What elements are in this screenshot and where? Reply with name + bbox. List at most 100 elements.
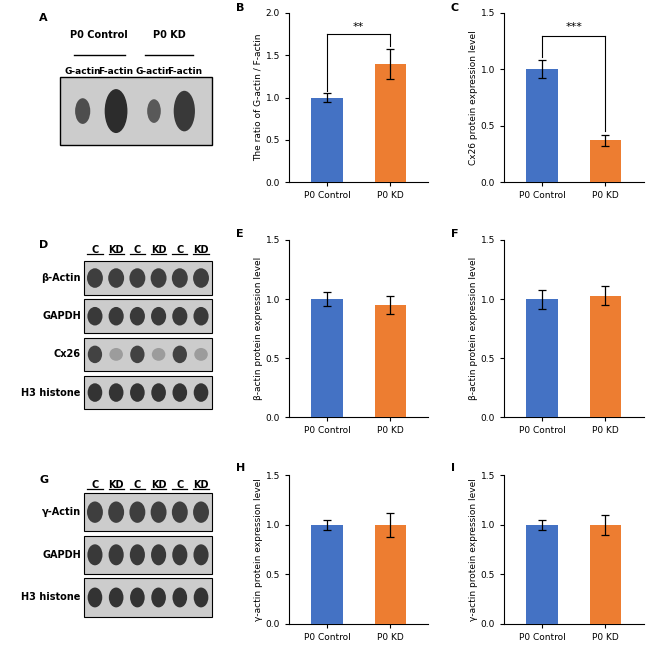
Bar <box>84 493 212 531</box>
Y-axis label: γ-actin protein expression level: γ-actin protein expression level <box>254 478 263 621</box>
Ellipse shape <box>151 544 166 566</box>
Bar <box>84 300 212 333</box>
Text: KD: KD <box>109 480 124 489</box>
Ellipse shape <box>194 307 209 326</box>
Bar <box>590 525 621 624</box>
Ellipse shape <box>147 99 161 123</box>
Bar <box>84 376 212 410</box>
Y-axis label: Cx26 protein expression level: Cx26 protein expression level <box>469 30 478 165</box>
Text: F: F <box>451 229 458 239</box>
Ellipse shape <box>108 501 124 523</box>
Ellipse shape <box>130 384 145 402</box>
Text: KD: KD <box>193 245 209 255</box>
Ellipse shape <box>130 588 145 607</box>
Ellipse shape <box>87 307 103 326</box>
Bar <box>84 578 212 617</box>
Ellipse shape <box>88 346 102 363</box>
Text: ***: *** <box>566 22 582 32</box>
Y-axis label: The ratio of G-actin / F-actin: The ratio of G-actin / F-actin <box>254 34 263 161</box>
Ellipse shape <box>152 348 165 361</box>
Ellipse shape <box>105 89 127 133</box>
Ellipse shape <box>129 501 146 523</box>
Ellipse shape <box>87 544 103 566</box>
Bar <box>84 337 212 371</box>
Ellipse shape <box>172 544 187 566</box>
Text: G-actin: G-actin <box>64 66 101 75</box>
Bar <box>374 525 406 624</box>
Bar <box>311 98 343 182</box>
Text: H: H <box>236 463 245 473</box>
Bar <box>84 536 212 574</box>
Bar <box>60 77 212 145</box>
Text: KD: KD <box>109 245 124 255</box>
Text: P0 Control: P0 Control <box>70 30 128 40</box>
Ellipse shape <box>108 268 124 288</box>
Ellipse shape <box>172 307 187 326</box>
Ellipse shape <box>173 346 187 363</box>
Ellipse shape <box>109 307 124 326</box>
Ellipse shape <box>87 501 103 523</box>
Text: F-actin: F-actin <box>99 66 134 75</box>
Bar <box>590 296 621 417</box>
Ellipse shape <box>109 348 123 361</box>
Ellipse shape <box>194 588 209 607</box>
Text: C: C <box>91 245 99 255</box>
Ellipse shape <box>151 307 166 326</box>
Ellipse shape <box>151 384 166 402</box>
Text: H3 histone: H3 histone <box>21 387 81 398</box>
Text: D: D <box>39 240 48 250</box>
Text: C: C <box>134 480 141 489</box>
Text: C: C <box>451 3 459 13</box>
Bar <box>311 299 343 417</box>
Ellipse shape <box>194 384 209 402</box>
Bar <box>311 525 343 624</box>
Bar <box>374 64 406 182</box>
Text: E: E <box>236 229 244 239</box>
Text: KD: KD <box>151 245 166 255</box>
Text: C: C <box>176 480 183 489</box>
Text: H3 histone: H3 histone <box>21 592 81 603</box>
Text: GAPDH: GAPDH <box>42 550 81 560</box>
Ellipse shape <box>194 348 208 361</box>
Ellipse shape <box>194 544 209 566</box>
Ellipse shape <box>88 588 102 607</box>
Ellipse shape <box>151 588 166 607</box>
Ellipse shape <box>172 384 187 402</box>
Y-axis label: β-actin protein expression level: β-actin protein expression level <box>469 257 478 400</box>
Ellipse shape <box>75 98 90 124</box>
Ellipse shape <box>109 588 124 607</box>
Ellipse shape <box>109 544 124 566</box>
Text: γ-Actin: γ-Actin <box>42 507 81 517</box>
Y-axis label: β-actin protein expression level: β-actin protein expression level <box>254 257 263 400</box>
Text: **: ** <box>353 21 364 32</box>
Bar <box>526 299 558 417</box>
Ellipse shape <box>129 268 146 288</box>
Ellipse shape <box>151 501 166 523</box>
Text: C: C <box>176 245 183 255</box>
Ellipse shape <box>130 544 145 566</box>
Ellipse shape <box>151 268 166 288</box>
Text: GAPDH: GAPDH <box>42 311 81 321</box>
Text: A: A <box>39 13 47 23</box>
Ellipse shape <box>172 501 188 523</box>
Ellipse shape <box>88 384 102 402</box>
Bar <box>84 261 212 295</box>
Text: I: I <box>451 463 455 473</box>
Y-axis label: γ-actin protein expression level: γ-actin protein expression level <box>469 478 478 621</box>
Text: C: C <box>134 245 141 255</box>
Ellipse shape <box>130 307 145 326</box>
Text: P0 KD: P0 KD <box>153 30 185 40</box>
Text: Cx26: Cx26 <box>54 350 81 359</box>
Ellipse shape <box>109 384 124 402</box>
Text: C: C <box>91 480 99 489</box>
Ellipse shape <box>193 501 209 523</box>
Text: β-Actin: β-Actin <box>42 273 81 283</box>
Ellipse shape <box>87 268 103 288</box>
Text: F-actin: F-actin <box>167 66 202 75</box>
Ellipse shape <box>172 588 187 607</box>
Ellipse shape <box>130 346 144 363</box>
Text: G-actin: G-actin <box>136 66 172 75</box>
Bar <box>526 525 558 624</box>
Text: KD: KD <box>193 480 209 489</box>
Bar <box>590 140 621 182</box>
